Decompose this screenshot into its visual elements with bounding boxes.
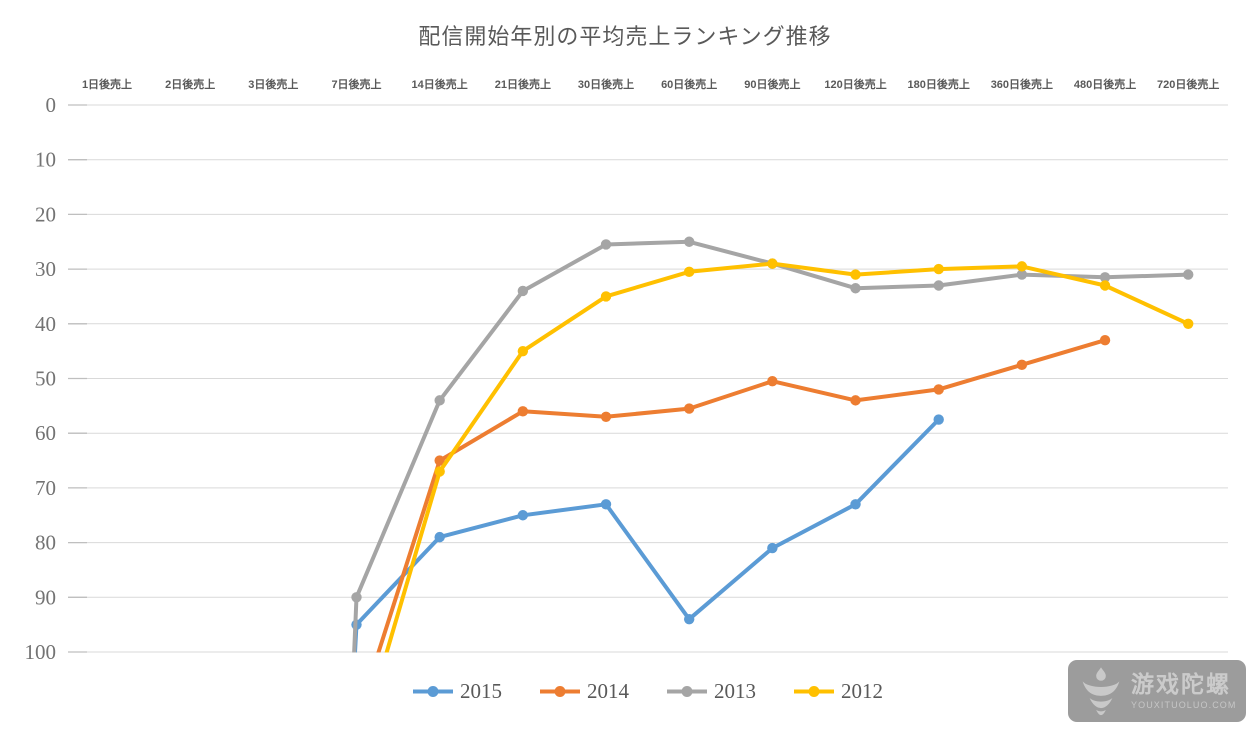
data-point-2012-180日後売上 xyxy=(933,263,944,275)
data-point-2014-14日後売上 xyxy=(434,455,445,466)
svg-text:2日後売上: 2日後売上 xyxy=(165,77,215,91)
data-point-2013-480日後売上 xyxy=(1099,272,1111,283)
svg-text:3日後売上: 3日後売上 xyxy=(248,77,298,91)
svg-text:30: 30 xyxy=(35,257,56,281)
y-axis-ticks xyxy=(68,104,87,653)
data-point-2013-30日後売上 xyxy=(600,239,612,250)
svg-text:50: 50 xyxy=(35,367,56,391)
svg-text:40: 40 xyxy=(35,312,56,336)
svg-text:120日後売上: 120日後売上 xyxy=(824,77,886,91)
svg-text:80: 80 xyxy=(35,531,56,555)
data-point-2013-720日後売上 xyxy=(1183,269,1194,280)
data-point-2013-120日後売上 xyxy=(850,283,861,294)
data-point-2015-90日後売上 xyxy=(767,542,778,554)
data-point-2014-21日後売上 xyxy=(517,406,529,417)
data-point-2014-480日後売上 xyxy=(1099,335,1111,346)
svg-text:60日後売上: 60日後売上 xyxy=(661,77,717,91)
data-point-2014-30日後売上 xyxy=(600,411,612,422)
data-point-2012-120日後売上 xyxy=(850,269,861,280)
legend-label-2013: 2013 xyxy=(714,679,756,703)
watermark-name: 游戏陀螺 xyxy=(1131,671,1231,698)
chart-title: 配信開始年別の平均売上ランキング推移 xyxy=(418,24,832,49)
svg-text:70: 70 xyxy=(35,476,56,500)
series-2013 xyxy=(351,236,1194,653)
data-point-2013-21日後売上 xyxy=(517,285,529,297)
data-point-2014-120日後売上 xyxy=(850,395,861,406)
data-point-2014-60日後売上 xyxy=(683,403,695,414)
watermark-logo: 游戏陀螺 YOUXITUOLUO.COM xyxy=(1068,660,1246,722)
chart-legend: 2015 2014 2013 2012 xyxy=(68,681,1228,702)
data-point-2013-360日後売上 xyxy=(1016,269,1028,280)
data-point-2014-360日後売上 xyxy=(1016,359,1028,371)
svg-text:480日後売上: 480日後売上 xyxy=(1074,77,1136,91)
legend-item-2014: 2014 xyxy=(540,681,629,702)
svg-text:21日後売上: 21日後売上 xyxy=(495,77,551,91)
svg-text:90日後売上: 90日後売上 xyxy=(744,77,800,91)
svg-text:360日後売上: 360日後売上 xyxy=(991,77,1053,91)
data-point-2012-60日後売上 xyxy=(683,266,695,278)
legend-label-2014: 2014 xyxy=(587,679,629,703)
legend-marker-2014 xyxy=(540,686,580,697)
legend-label-2015: 2015 xyxy=(460,679,502,703)
data-point-2015-120日後売上 xyxy=(850,499,861,510)
svg-text:0: 0 xyxy=(46,93,57,117)
gridlines xyxy=(68,104,1228,653)
data-point-2013-60日後売上 xyxy=(683,236,695,247)
data-point-2012-21日後売上 xyxy=(517,345,529,357)
series-2014 xyxy=(376,335,1111,653)
data-point-2015-180日後売上 xyxy=(933,414,944,425)
legend-item-2012: 2012 xyxy=(794,681,883,702)
data-point-2014-90日後売上 xyxy=(767,376,778,387)
data-point-2015-30日後売上 xyxy=(600,499,612,510)
svg-text:60: 60 xyxy=(35,421,56,445)
watermark-domain: YOUXITUOLUO.COM xyxy=(1131,699,1237,710)
legend-marker-2012 xyxy=(794,686,834,697)
svg-text:720日後売上: 720日後売上 xyxy=(1157,77,1219,91)
data-point-2012-480日後売上 xyxy=(1099,280,1111,291)
data-point-2013-14日後売上 xyxy=(434,395,445,406)
data-point-2015-21日後売上 xyxy=(517,510,529,521)
svg-text:7日後売上: 7日後売上 xyxy=(331,77,381,91)
legend-marker-2013 xyxy=(667,686,707,697)
data-point-2013-180日後売上 xyxy=(933,280,944,291)
y-axis-labels: 0 10 20 30 40 50 60 70 80 90 100 xyxy=(25,93,57,664)
data-point-2012-30日後売上 xyxy=(600,291,612,302)
legend-item-2015: 2015 xyxy=(413,681,502,702)
series-2012 xyxy=(384,258,1194,653)
series-2015 xyxy=(351,414,944,653)
data-point-2012-360日後売上 xyxy=(1016,261,1028,272)
legend-item-2013: 2013 xyxy=(667,681,756,702)
data-point-2015-60日後売上 xyxy=(683,613,695,625)
data-point-2014-180日後売上 xyxy=(933,384,944,395)
data-point-2013-7日後売上 xyxy=(351,592,362,603)
svg-text:20: 20 xyxy=(35,202,56,226)
svg-text:30日後売上: 30日後売上 xyxy=(578,77,634,91)
x-axis-labels: 1日後売上 2日後売上 3日後売上 7日後売上 14日後売上 21日後売上 30日後売上 60… xyxy=(82,77,1219,91)
data-point-2012-14日後売上 xyxy=(434,466,445,477)
data-point-2015-14日後売上 xyxy=(434,531,445,543)
svg-text:14日後売上: 14日後売上 xyxy=(412,77,468,91)
legend-marker-2015 xyxy=(413,686,453,697)
svg-text:10: 10 xyxy=(35,148,56,172)
svg-text:90: 90 xyxy=(35,585,56,609)
svg-text:100: 100 xyxy=(25,640,57,664)
data-point-2012-720日後売上 xyxy=(1183,318,1194,329)
svg-text:1日後売上: 1日後売上 xyxy=(82,77,132,91)
legend-label-2012: 2012 xyxy=(841,679,883,703)
spinning-top-icon xyxy=(1080,666,1122,716)
data-point-2012-90日後売上 xyxy=(767,258,778,269)
svg-text:180日後売上: 180日後売上 xyxy=(908,77,970,91)
